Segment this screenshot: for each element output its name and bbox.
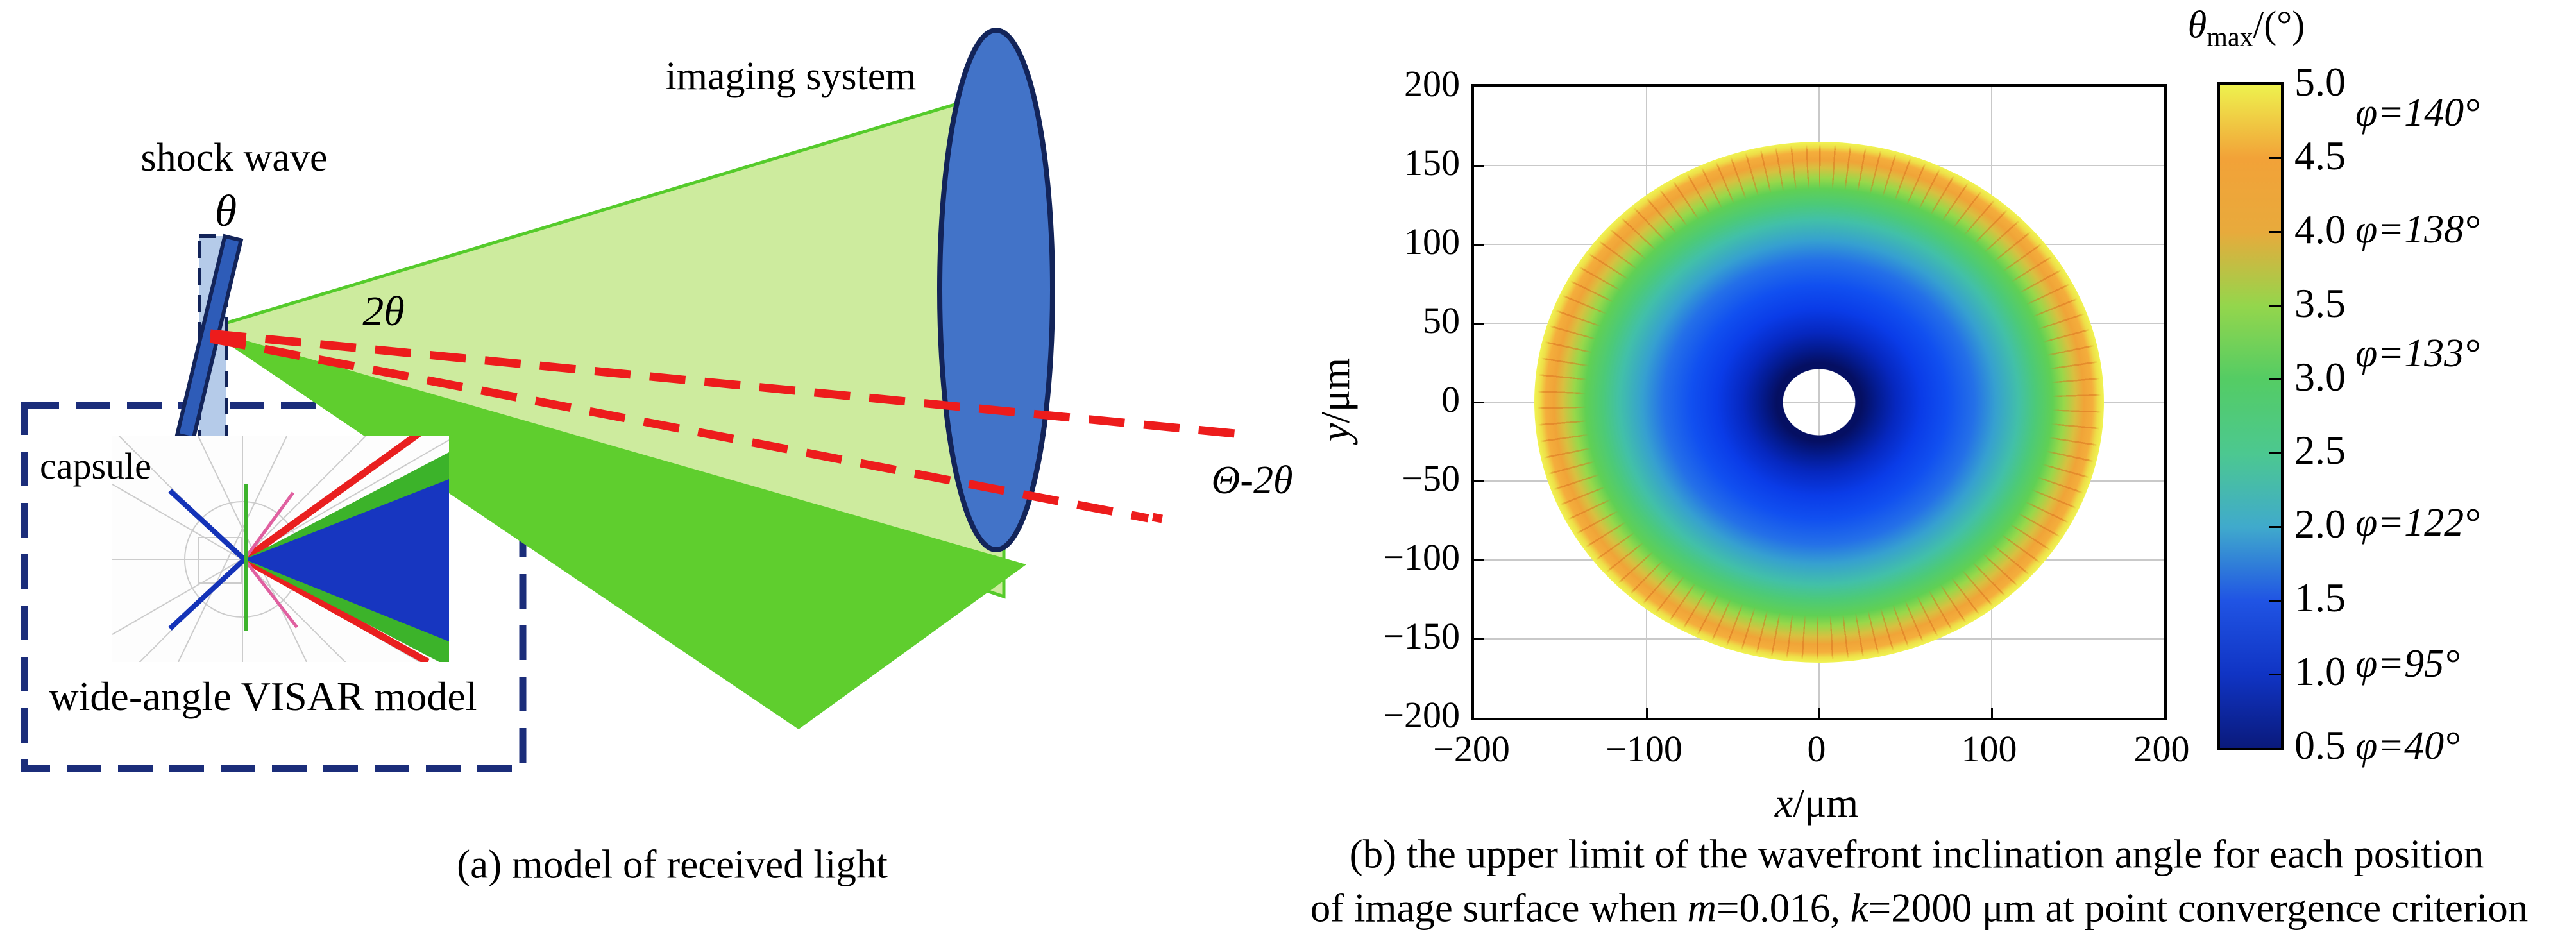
inset-pink-ray-lower [243,558,298,629]
x-axis-label: x/μm [1775,783,1858,824]
phi-annotation: φ=95° [2355,642,2460,686]
x-tick-label: −200 [1433,728,1510,770]
colorbar-tick [2269,231,2281,233]
phi-annotation: φ=133° [2355,332,2480,375]
inset-pink-ray-upper [242,491,295,561]
y-axis-unit: /μm [1312,357,1358,423]
inset-red-edge-upper [242,436,421,563]
colorbar-tick [2269,452,2281,454]
y-tick [1474,480,1484,482]
capsule-raytrace-image [112,436,449,662]
dark-cone-reflected [206,329,1026,729]
colorbar-tick-label: 2.5 [2294,427,2346,473]
phi-annotation: φ=138° [2355,208,2480,251]
two-theta-label: 2θ [362,288,405,335]
red-ray-upper [210,329,1236,438]
caption-b2-m: m [1687,885,1716,931]
x-tick-label: 200 [2133,728,2190,770]
y-tick-label: −50 [1402,457,1460,499]
x-tick-label: 0 [1807,728,1826,770]
y-tick-label: −100 [1383,536,1460,578]
y-tick [1474,165,1484,167]
colorbar-tick [2269,526,2281,528]
colorbar-tick [2269,378,2281,380]
caption-a: (a) model of received light [457,842,888,887]
y-tick [1474,323,1484,325]
phi-annotation: φ=40° [2355,724,2460,768]
colorbar-tick-label: 5.0 [2294,59,2346,105]
colorbar-tick-label: 1.5 [2294,575,2346,620]
colorbar-tick-label: 4.5 [2294,133,2346,178]
colorbar-tick [2269,157,2281,159]
x-axis-unit: /μm [1793,780,1859,826]
y-axis-var: y [1312,423,1358,442]
y-tick-label: 200 [1404,63,1460,105]
y-tick [1474,559,1484,561]
caption-b2-kval: =2000 μm at point convergence criterion [1868,885,2529,931]
capsule-label: capsule [40,445,151,487]
y-tick-label: 50 [1423,300,1460,341]
colorbar-title: θmax/(°) [2188,6,2305,51]
y-tick-label: −150 [1383,615,1460,657]
annular-heatmap-polar-ticks [1534,142,2104,663]
inset-blue-wing-lower [168,557,246,631]
y-tick-label: 100 [1404,221,1460,262]
y-tick [1474,638,1484,640]
y-tick [1474,244,1484,246]
received-light-diagram [21,28,1236,772]
y-tick [1474,402,1484,403]
colorbar-tick-label: 0.5 [2294,722,2346,768]
red-ray-end-dot [1151,513,1163,523]
x-axis-var: x [1774,780,1793,826]
colorbar-title-var: θ [2187,3,2207,46]
y-tick-label: 150 [1404,142,1460,183]
caption-b2-k: k [1850,885,1868,931]
caption-b2-pre: of image surface when [1310,885,1688,931]
x-tick-label: 100 [1961,728,2017,770]
colorbar-title-unit: /(°) [2253,3,2305,46]
inset-blue-cone [244,479,449,641]
colorbar-title-sub: max [2207,22,2253,53]
visar-model-label: wide-angle VISAR model [49,674,477,719]
red-ray-lower [209,334,1149,523]
x-tick [1818,708,1820,718]
imaging-lens [937,28,1055,552]
y-tick-label: 0 [1441,378,1460,420]
theta-label: θ [214,187,237,236]
x-tick-label: −100 [1606,728,1682,770]
capsule-inset-box [21,402,527,772]
y-tick-label: −200 [1383,694,1460,736]
colorbar-tick [2269,305,2281,307]
caption-b-line1: (b) the upper limit of the wavefront inc… [1349,831,2484,877]
theta-minus-2theta-label: Θ-2θ [1211,459,1293,502]
x-tick [1991,708,1993,718]
colorbar-tick [2269,674,2281,675]
inset-green-spike [244,484,248,631]
caption-b2-mval: =0.016, [1716,885,1851,931]
colorbar-tick-label: 1.0 [2294,649,2346,694]
colorbar-tick-label: 3.5 [2294,280,2346,326]
imaging-system-label: imaging system [665,55,917,98]
caption-b-line2: of image surface when m=0.016, k=2000 μm… [1310,888,2529,929]
colorbar-tick-label: 4.0 [2294,207,2346,252]
colorbar [2217,82,2284,750]
colorbar-tick [2269,600,2281,602]
colorbar-tick-label: 2.0 [2294,501,2346,547]
plot-area [1471,84,2167,720]
colorbar-tick-label: 3.0 [2294,354,2346,400]
x-tick [1646,708,1648,718]
phi-annotation: φ=140° [2355,91,2480,135]
phi-annotation: φ=122° [2355,501,2480,545]
y-axis-label: y/μm [1312,357,1358,442]
shock-wave-label: shock wave [140,136,328,180]
inset-red-edge-lower [242,556,430,662]
inset-blue-wing-upper [168,489,246,561]
